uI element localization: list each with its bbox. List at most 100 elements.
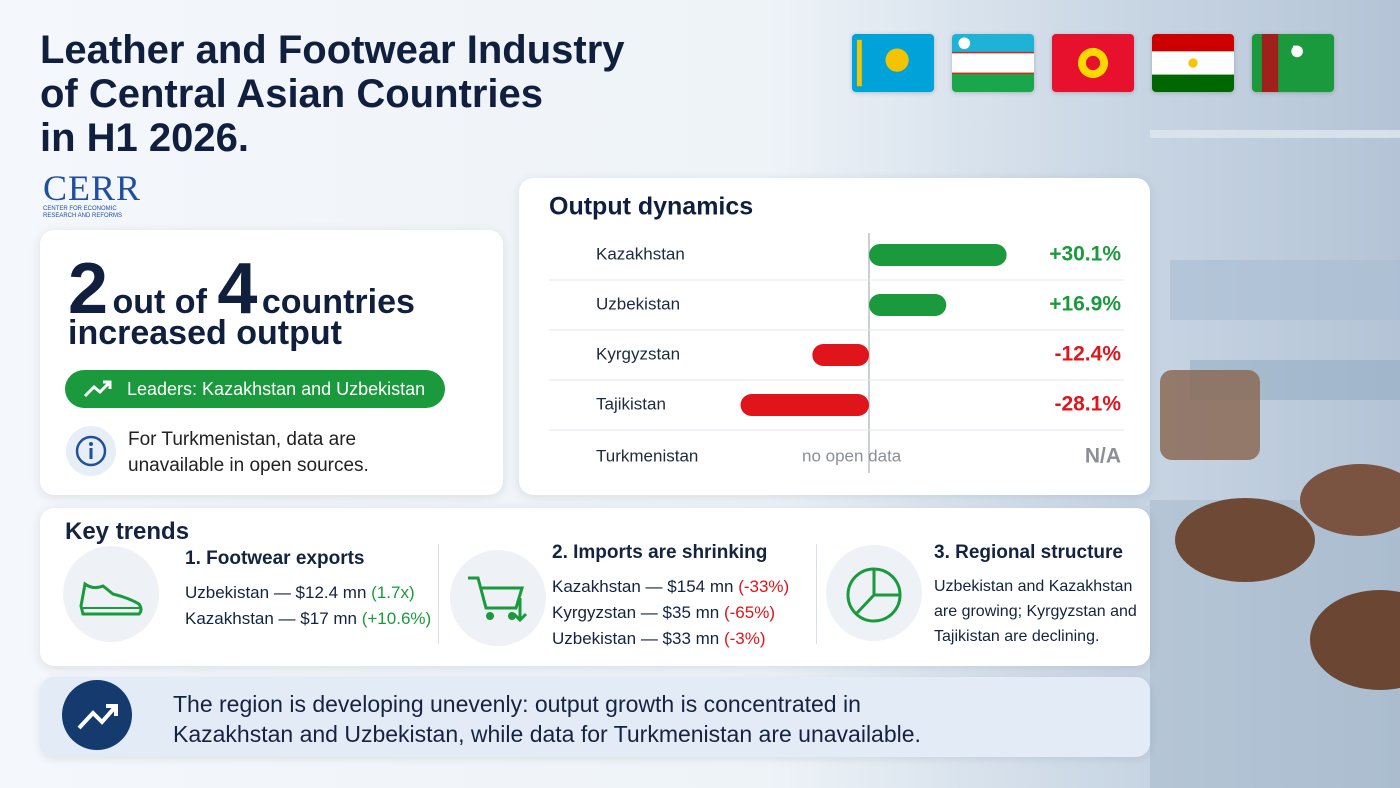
flag-part [539, 288, 589, 299]
summary-total: 4 [217, 249, 258, 329]
trend-change: (-3%) [723, 629, 766, 648]
trend-change: (-65%) [723, 603, 775, 622]
value-label: +16.9% [1049, 293, 1121, 316]
divider [438, 544, 439, 644]
divider [816, 544, 817, 644]
footer-glyph [77, 704, 118, 730]
trend-change: (+10.6%) [361, 609, 432, 628]
flag-part [1291, 45, 1303, 58]
flag-image [952, 34, 1034, 92]
trend-item: 1. Footwear exports Uzbekistan — $12.4 mn… [185, 548, 431, 632]
flag [1252, 34, 1334, 92]
trends-title: Key trends [65, 518, 190, 545]
trend-change: (1.7x) [371, 583, 415, 602]
flag-part [952, 72, 1034, 75]
trend-line: Kyrgyzstan — $35 mn (-65%) [552, 600, 789, 626]
bar [812, 344, 869, 366]
chart-card: Output dynamics Kazakhstan +30.1% Uzbekist… [519, 178, 1150, 495]
flag-image [1252, 34, 1334, 92]
trend-text: Uzbekistan — $12.4 mn [185, 583, 367, 602]
leaders-text: Leaders: Kazakhstan and Uzbekistan [127, 379, 426, 399]
info-glyph [75, 435, 107, 467]
chart-title: Output dynamics [549, 193, 753, 221]
flag [952, 34, 1034, 92]
flag-part [539, 388, 589, 398]
value-label: N/A [1085, 445, 1121, 468]
bar [869, 294, 947, 316]
trend-icon [83, 380, 112, 398]
flag-part [539, 338, 589, 372]
flag-part [1188, 58, 1198, 68]
category-label: Tajikistan [596, 394, 666, 413]
flag-part [564, 447, 567, 449]
flag [852, 34, 934, 92]
shoe-icon [63, 546, 159, 642]
null-note: no open data [802, 446, 902, 465]
pie-glyph [846, 567, 902, 623]
flag-part [952, 53, 1034, 73]
flag-part [545, 440, 555, 474]
flag [1052, 34, 1134, 92]
country-flag [539, 238, 589, 272]
flag-image [1052, 34, 1134, 92]
trend-text: Kyrgyzstan — $35 mn [552, 603, 720, 622]
country-flag [539, 388, 589, 422]
summary-connector: out of [112, 283, 207, 321]
flag-part [559, 350, 569, 360]
cart-icon [450, 550, 546, 646]
trend-text: Kazakhstan — $154 mn [552, 577, 734, 596]
title-line: of Central Asian Countries [40, 72, 544, 116]
category-label: Kazakhstan [596, 244, 685, 263]
flag-part [563, 447, 570, 454]
leaders-pill: Leaders: Kazakhstan and Uzbekistan [65, 370, 445, 408]
summary-headline: 2 out of 4 countries [68, 248, 415, 330]
trend-text: Uzbekistan and Kazakhstan are growing; K… [934, 578, 1137, 645]
title: Leather and Footwear Industry of Central… [40, 28, 625, 160]
trend-line: Uzbekistan — $33 mn (-3%) [552, 626, 789, 652]
flag-part [885, 48, 909, 72]
footer: The region is developing unevenly: outpu… [40, 677, 1150, 757]
logo-text: CERR [43, 168, 142, 208]
flag-part [952, 72, 1034, 92]
trend-text: Kazakhstan — $17 mn [185, 609, 357, 628]
title-line: in H1 2026. [40, 116, 250, 160]
flag-part [1152, 74, 1234, 92]
logo: CERR CENTER FOR ECONOMIC RESEARCH AND RE… [43, 170, 141, 220]
flag-image [1152, 34, 1234, 92]
flag-part [1261, 34, 1279, 92]
trend-line: Kazakhstan — $17 mn (+10.6%) [185, 606, 431, 632]
flag-part [561, 402, 566, 407]
trend-text: Uzbekistan — $33 mn [552, 629, 720, 648]
bar [740, 394, 869, 416]
flag-part [539, 298, 589, 300]
trend-item: 3. Regional structure Uzbekistan and Kaza… [934, 542, 1144, 649]
flag-part [539, 299, 589, 310]
flag-part [952, 34, 1034, 54]
flag-part [542, 241, 545, 268]
flag-part [958, 37, 971, 50]
category-label: Uzbekistan [596, 294, 680, 313]
flag-part [539, 311, 589, 313]
flag-part [539, 440, 589, 474]
pie-icon [826, 545, 922, 641]
trend-line: Kazakhstan — $154 mn (-33%) [552, 574, 789, 600]
bar [869, 244, 1007, 266]
flag-part [1083, 53, 1103, 73]
trends-card: Key trends 1. Footwear exports Uzbekistan… [40, 508, 1150, 666]
flag-image [852, 34, 934, 92]
country-flag [539, 440, 589, 474]
flag-part [560, 247, 574, 261]
category-label: Kyrgyzstan [596, 344, 680, 363]
value-label: -28.1% [1054, 393, 1121, 416]
trend-title: 2. Imports are shrinking [552, 542, 768, 563]
cart-glyph [468, 576, 528, 623]
flag-part [1152, 34, 1234, 52]
flag-part [539, 311, 589, 322]
trend-line: Uzbekistan — $12.4 mn (1.7x) [185, 580, 431, 606]
flag-part [539, 238, 589, 272]
title-line: Leather and Footwear Industry [40, 28, 625, 72]
flag-part [539, 412, 589, 422]
flag-part [952, 51, 1034, 54]
summary-card: 2 out of 4 countries increased output Le… [40, 230, 503, 495]
